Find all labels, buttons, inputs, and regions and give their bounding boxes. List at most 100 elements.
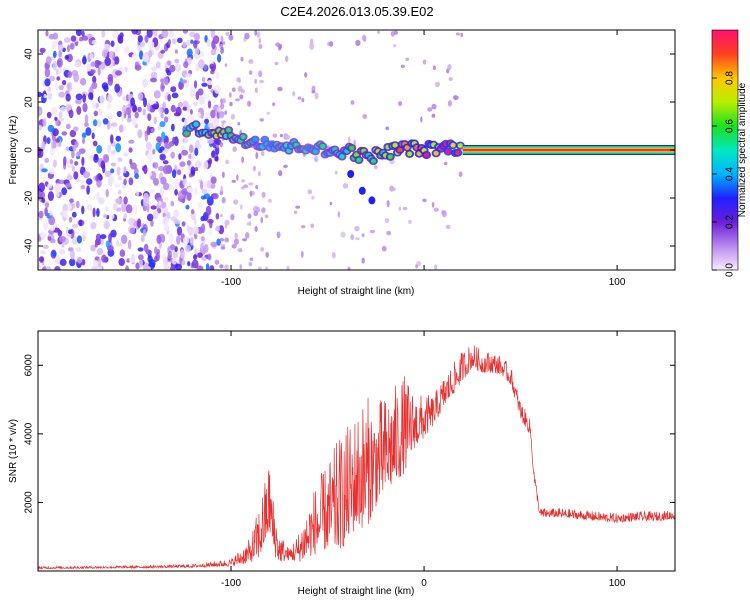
spectrogram-noise-cell	[56, 187, 60, 198]
spectrogram-noise-cell	[69, 198, 74, 203]
spectrogram-track-cell	[457, 143, 463, 149]
spectrogram-track-cell	[356, 157, 362, 163]
spectrogram-track-cell	[433, 150, 439, 156]
spectrogram-noise-cell	[188, 226, 194, 236]
spectrogram-noise-cell	[256, 31, 261, 38]
spectrogram-noise-cell	[260, 216, 264, 224]
spectrogram-noise-cell	[307, 189, 313, 195]
spectrogram-noise-cell	[160, 82, 165, 92]
spectrogram-noise-cell	[393, 44, 397, 48]
spectrogram-noise-cell	[184, 118, 188, 128]
spectrogram-noise-cell	[84, 122, 89, 127]
spectrogram-noise-cell	[138, 258, 143, 268]
spectrogram-noise-cell	[431, 113, 436, 118]
spectrogram-noise-cell	[57, 44, 64, 52]
snr-y-tick-label: 2000	[24, 491, 35, 514]
spectrogram-noise-cell	[151, 103, 159, 110]
spectrogram-noise-cell	[131, 30, 139, 35]
spectrogram-noise-cell	[72, 203, 76, 209]
spectrogram-noise-cell	[264, 214, 269, 219]
spectrogram-noise-cell	[194, 160, 202, 169]
spectrogram-noise-cell	[427, 107, 433, 112]
spectrogram-noise-cell	[76, 106, 82, 115]
spectrogram-noise-cell	[183, 235, 189, 245]
spectrogram-noise-cell	[104, 57, 111, 66]
spectrogram-noise-cell	[174, 189, 179, 196]
spectrogram-noise-cell	[245, 232, 250, 239]
spectrogram-noise-cell	[219, 264, 224, 269]
spectrogram-noise-cell	[173, 219, 181, 225]
spectrogram-noise-cell	[261, 191, 266, 198]
spectrogram-noise-cell	[81, 132, 87, 139]
spectrogram-noise-cell	[181, 149, 189, 156]
spectrogram-noise-cell	[258, 44, 263, 49]
spectrogram-noise-cell	[186, 57, 193, 65]
spectrogram-noise-cell	[71, 165, 75, 173]
spectrogram-noise-cell	[434, 264, 438, 270]
spectrogram-noise-cell	[150, 219, 154, 227]
spectrogram-noise-cell	[58, 91, 66, 98]
spectrogram-noise-cell	[47, 86, 52, 92]
spectrogram-track-cell	[450, 142, 456, 148]
spectrogram-noise-cell	[46, 137, 51, 145]
spectrogram-noise-cell	[49, 75, 56, 82]
spectrogram-noise-cell	[369, 229, 375, 234]
spectrogram-noise-cell	[246, 222, 250, 226]
spectrogram-noise-cell	[238, 77, 241, 83]
spectrogram-noise-cell	[44, 207, 48, 217]
spectrogram-noise-cell	[160, 113, 164, 119]
spectrogram-noise-cell	[58, 111, 63, 119]
spectrogram-x-ticks: -100 100	[221, 30, 626, 288]
spectrogram-noise-cell	[65, 104, 72, 111]
spectrogram-noise-cell	[175, 63, 182, 72]
spectrogram-noise-cell	[85, 127, 92, 136]
spectrogram-noise-cell	[144, 35, 149, 43]
spectrogram-noise-cell	[98, 108, 103, 116]
spectrogram-noise-cell	[103, 213, 108, 219]
spectrogram-noise-cell	[121, 112, 125, 122]
spectrogram-noise-cell	[68, 247, 74, 252]
spectrogram-noise-cell	[182, 30, 188, 34]
spectrogram-noise-cell	[274, 61, 279, 66]
spectrogram-noise-cell	[44, 202, 50, 208]
spectrogram-noise-cell	[210, 109, 216, 119]
spectrogram-noise-cell	[150, 71, 158, 79]
spectrogram-noise-cell	[225, 31, 230, 36]
spectrogram-noise-cell	[76, 151, 82, 156]
spectrogram-noise-cell	[222, 98, 226, 104]
spectrogram-noise-cell	[188, 173, 193, 178]
spectrogram-noise-cell	[74, 161, 79, 166]
spectrogram-noise-cell	[441, 210, 445, 215]
spectrogram-noise-cell	[389, 159, 395, 165]
spectrogram-noise-cell	[163, 116, 169, 123]
spectrogram-noise-cell	[52, 159, 57, 168]
spectrogram-noise-cell	[155, 142, 160, 152]
spectrogram-noise-cell	[50, 106, 58, 117]
spectrogram-x-tick-label: 100	[609, 277, 626, 288]
spectrogram-noise-cell	[61, 187, 68, 196]
spectrogram-noise-cell	[90, 69, 96, 74]
spectrogram-noise-cell	[240, 56, 244, 62]
spectrogram-noise-cell	[108, 51, 115, 59]
spectrogram-noise-cell	[193, 254, 198, 260]
spectrogram-noise-cell	[92, 140, 98, 147]
spectrogram-noise-cell	[65, 93, 71, 102]
spectrogram-noise-cell	[178, 81, 185, 90]
spectrogram-noise-cell	[210, 48, 217, 56]
spectrogram-noise-cell	[49, 226, 56, 232]
spectrogram-noise-cell	[177, 37, 183, 43]
spectrogram-noise-cell	[212, 123, 217, 128]
spectrogram-noise-cell	[51, 250, 57, 257]
spectrogram-noise-cell	[123, 166, 127, 174]
spectrogram-noise-cell	[103, 43, 111, 50]
spectrogram-noise-cell	[212, 192, 219, 200]
spectrogram-track-cell	[320, 143, 326, 149]
spectrogram-noise-cell	[185, 204, 190, 210]
spectrogram-branch-cell	[347, 170, 355, 178]
colorbar-tick-label: 0.2	[725, 215, 736, 229]
spectrogram-noise-cell	[38, 210, 44, 219]
spectrogram-noise-cell	[386, 200, 390, 208]
spectrogram-noise-cell	[139, 50, 144, 60]
snr-y-tick-label: 4000	[24, 422, 35, 445]
spectrogram-noise-cell	[41, 141, 46, 150]
